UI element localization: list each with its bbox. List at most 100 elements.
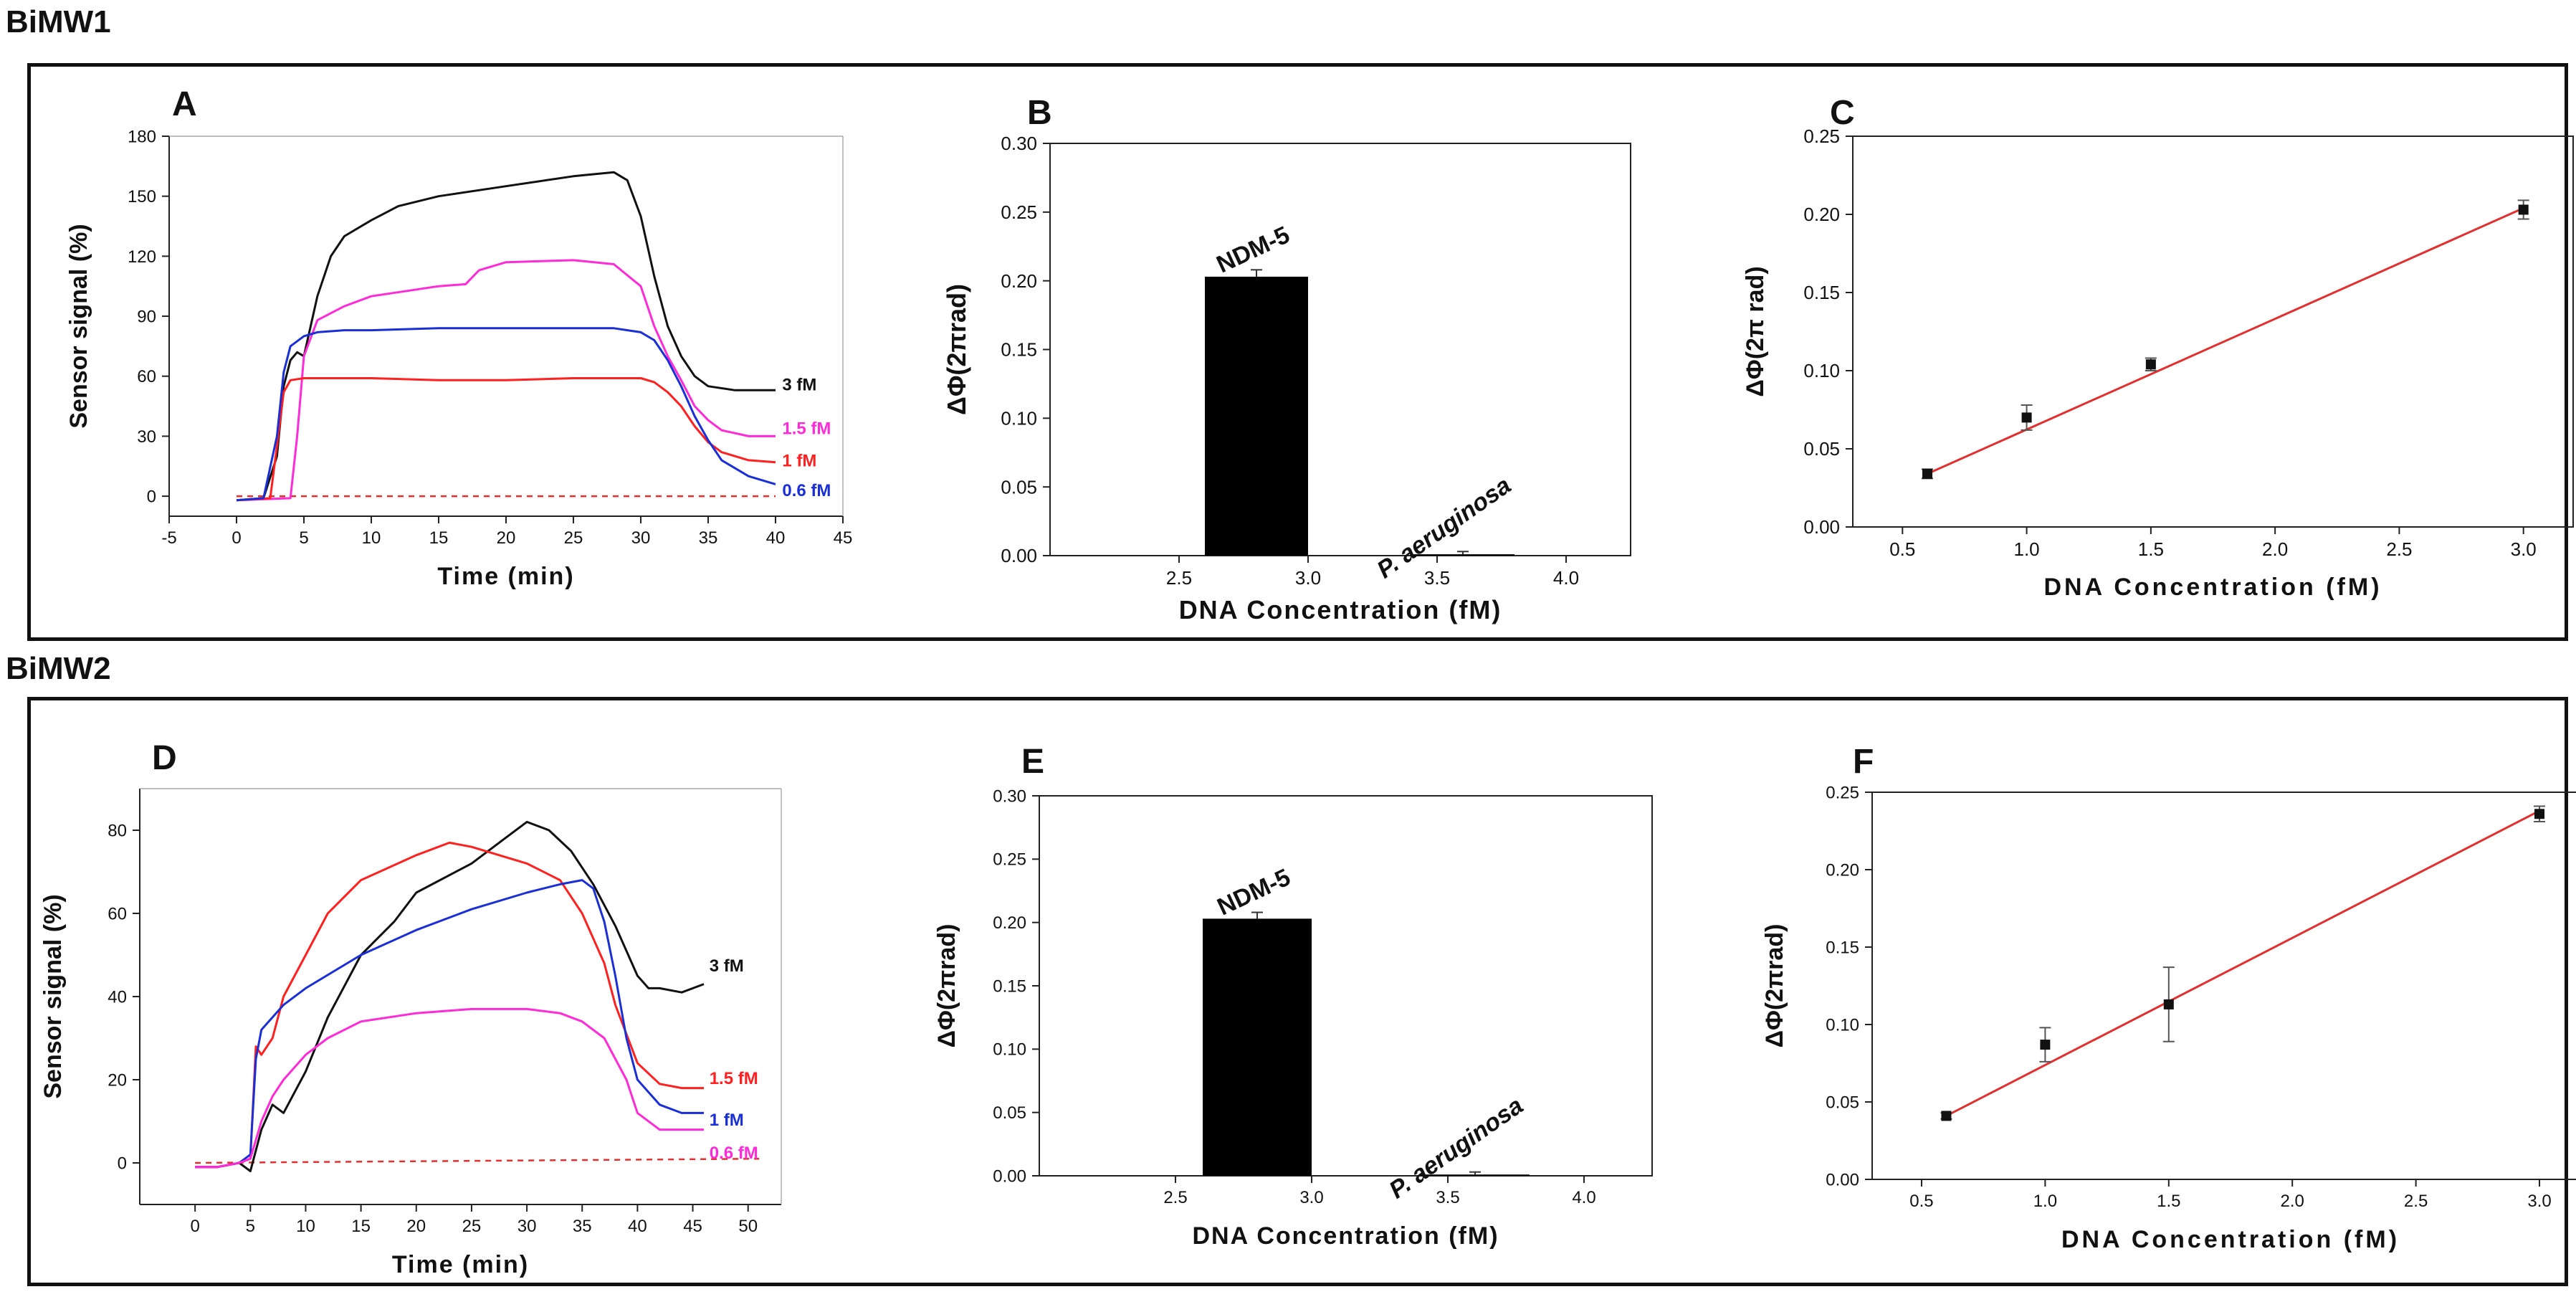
x-tick-label: 20 <box>497 528 516 548</box>
x-tick-label: 3.0 <box>1299 1188 1323 1207</box>
y-tick-label: 0.30 <box>993 786 1026 806</box>
data-point <box>1922 468 1932 479</box>
series-end-label: 3 fM <box>782 375 816 394</box>
x-tick-label: 45 <box>834 528 853 548</box>
x-tick-label: 15 <box>429 528 449 548</box>
chart-e-svg: 2.5 3.0 3.5 4.0 0.00 0.05 0.10 0.15 0.20 0.25 0.30… <box>933 786 1653 1250</box>
plot-frame <box>1039 795 1653 1177</box>
x-tick-label: 2.5 <box>1166 567 1192 589</box>
y-axis-label: ΔΦ(2πrad) <box>1761 924 1788 1048</box>
y-tick-label: 0.05 <box>1001 476 1037 498</box>
x-tick-label: 30 <box>517 1217 537 1236</box>
bar <box>1203 918 1312 1176</box>
x-tick-label: 3.0 <box>2527 1192 2551 1211</box>
series-line-1-5fM <box>195 841 704 1169</box>
chart-c-svg: 0.5 1.0 1.5 2.0 2.5 3.0 0.00 0.05 0.10 0.15 0.20 0.… <box>1742 125 2574 601</box>
data-point <box>1941 1111 1952 1121</box>
y-tick-label: 0.25 <box>993 850 1026 870</box>
chart-f-svg: 0.5 1.0 1.5 2.0 2.5 3.0 0.00 0.05 0.10 0.15 0.20 0.… <box>1761 783 2576 1253</box>
x-tick-label: 25 <box>564 528 583 548</box>
bar <box>1421 1174 1530 1177</box>
x-tick-label: 2.5 <box>2404 1192 2428 1211</box>
series-line-0-6fM <box>236 327 776 502</box>
y-tick-label: 0.15 <box>1001 339 1037 361</box>
y-tick-label: 40 <box>108 987 127 1007</box>
y-tick-label: 180 <box>128 127 156 146</box>
x-tick-label: 30 <box>631 528 651 548</box>
chart-b: 2.5 3.0 3.5 4.0 0.00 0.05 0.10 0.15 0.20 0.25 0.30… <box>942 133 1631 624</box>
x-axis-label: DNA Concentration (fM) <box>2043 574 2382 601</box>
x-tick-label: 3.0 <box>2511 538 2537 560</box>
y-tick-label: 0.25 <box>1826 783 1859 802</box>
chart-a-svg: -5 0 5 10 15 20 25 30 35 40 45 0 30 60 90 120 150 180 Time… <box>65 127 852 590</box>
series-line-1fM <box>236 377 776 502</box>
y-tick-label: 0 <box>147 488 156 507</box>
chart-d: 0 5 10 15 20 25 30 35 40 45 50 0 20 40 60 80 Time (min) S… <box>39 788 782 1278</box>
series-end-label: 3 fM <box>710 956 744 976</box>
bimw2-frame <box>27 697 2568 1286</box>
series-line-3fM <box>195 820 705 1173</box>
x-tick-label: 15 <box>351 1217 371 1236</box>
x-tick-label: 20 <box>406 1217 426 1236</box>
y-tick-label: 0.05 <box>1803 438 1840 460</box>
x-tick-label: -5 <box>161 528 176 548</box>
y-tick-label: 0.15 <box>993 976 1026 996</box>
y-axis-label: ΔΦ(2πrad) <box>933 924 960 1048</box>
panel-letter-c: C <box>1830 94 1855 132</box>
x-tick-label: 5 <box>246 1217 255 1236</box>
y-tick-label: 0.10 <box>1826 1015 1859 1035</box>
series-line-1fM <box>195 879 704 1169</box>
data-point <box>2534 809 2545 819</box>
y-tick-label: 0.00 <box>993 1166 1026 1186</box>
section-title-bimw2: BiMW2 <box>6 651 111 686</box>
y-tick-label: 0.20 <box>1001 270 1037 292</box>
y-tick-label: 0.20 <box>993 913 1026 933</box>
y-tick-label: 0.30 <box>1001 133 1037 154</box>
chart-f: 0.5 1.0 1.5 2.0 2.5 3.0 0.00 0.05 0.10 0.15 0.20 0.… <box>1761 783 2576 1253</box>
plot-frame <box>1049 143 1631 556</box>
y-tick-label: 150 <box>128 187 156 206</box>
y-tick-label: 120 <box>128 247 156 267</box>
x-tick-label: 0.5 <box>1909 1192 1933 1211</box>
x-tick-label: 2.0 <box>2262 538 2288 560</box>
data-point <box>2518 204 2529 215</box>
x-axis-label: Time (min) <box>392 1251 529 1278</box>
series-line-1-5fM <box>236 259 776 502</box>
x-tick-label: 4.0 <box>1572 1188 1595 1207</box>
y-tick-label: 80 <box>108 821 127 840</box>
panel-letter-f: F <box>1853 743 1874 781</box>
y-axis-label: ΔΦ(2πrad) <box>942 284 971 415</box>
x-tick-label: 2.5 <box>1163 1188 1187 1207</box>
panel-letter-a: A <box>172 85 197 123</box>
y-tick-label: 0.25 <box>1001 201 1037 223</box>
y-tick-label: 0.00 <box>1001 545 1037 566</box>
x-tick-label: 1.5 <box>2157 1192 2180 1211</box>
chart-e: 2.5 3.0 3.5 4.0 0.00 0.05 0.10 0.15 0.20 0.25 0.30… <box>933 786 1653 1250</box>
y-tick-label: 0.10 <box>1803 360 1840 381</box>
series-line-0-6fM <box>195 1007 704 1169</box>
x-tick-label: 1.0 <box>2014 538 2040 560</box>
x-tick-label: 3.5 <box>1424 567 1450 589</box>
y-tick-label: 0.15 <box>1803 282 1840 303</box>
x-axis-label: DNA Concentration (fM) <box>2061 1226 2400 1253</box>
y-axis-label: Sensor signal (%) <box>39 894 67 1098</box>
x-tick-label: 1.5 <box>2138 538 2164 560</box>
bar <box>1205 276 1308 556</box>
x-axis-label: Time (min) <box>437 563 574 590</box>
x-tick-label: 5 <box>299 528 308 548</box>
y-tick-label: 0.20 <box>1803 204 1840 225</box>
section-title-bimw1: BiMW1 <box>6 4 111 39</box>
series-end-label: 1 fM <box>782 451 816 470</box>
data-point <box>2021 412 2032 423</box>
series-end-label: 1.5 fM <box>710 1069 758 1088</box>
y-tick-label: 0.25 <box>1803 125 1840 147</box>
x-tick-label: 40 <box>628 1217 647 1236</box>
y-tick-label: 0.00 <box>1803 516 1840 538</box>
series-end-label: 1.5 fM <box>782 419 831 439</box>
chart-b-svg: 2.5 3.0 3.5 4.0 0.00 0.05 0.10 0.15 0.20 0.25 0.30… <box>942 133 1631 624</box>
y-tick-label: 0 <box>118 1154 127 1173</box>
x-tick-label: 10 <box>296 1217 315 1236</box>
bar <box>1411 554 1514 556</box>
y-tick-label: 0.05 <box>1826 1093 1859 1112</box>
x-tick-label: 0 <box>190 1217 199 1236</box>
